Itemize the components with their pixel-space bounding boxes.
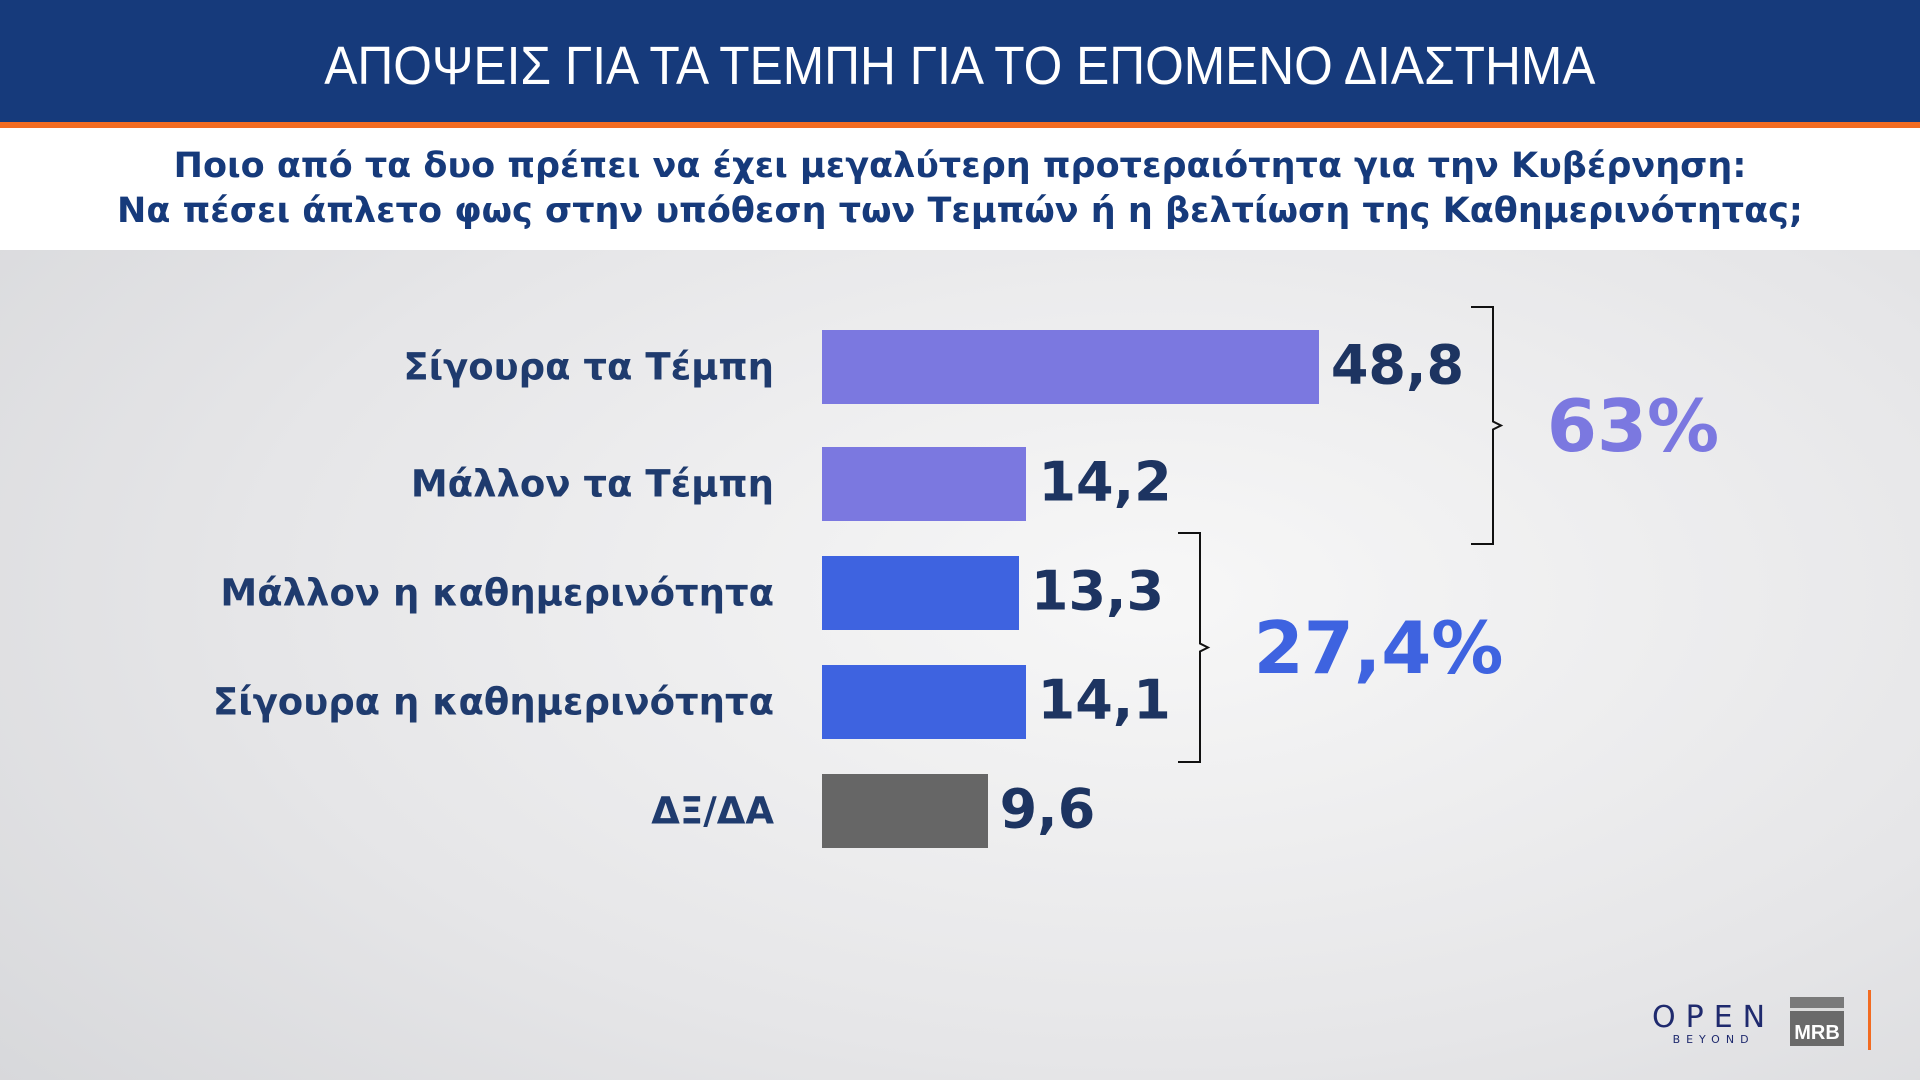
value-label: 14,1	[1037, 668, 1171, 732]
header-bar: ΑΠΟΨΕΙΣ ΓΙΑ ΤΑ ΤΕΜΠΗ ΓΙΑ ΤΟ ΕΠΟΜΕΝΟ ΔΙΑΣ…	[0, 0, 1920, 122]
category-label: ΔΞ/ΔΑ	[651, 789, 774, 833]
category-label: Σίγουρα η καθημερινότητα	[212, 680, 774, 724]
orange-divider	[0, 122, 1920, 128]
group-bracket	[1470, 306, 1504, 545]
bar	[822, 556, 1019, 630]
group-bracket	[1177, 532, 1210, 763]
group-total: 63%	[1546, 383, 1720, 468]
question-box: Ποιο από τα δυο πρέπει να έχει μεγαλύτερ…	[0, 128, 1920, 250]
value-label: 9,6	[999, 777, 1096, 841]
bar	[822, 447, 1027, 521]
group-total: 27,4%	[1253, 605, 1504, 690]
bar	[822, 774, 988, 848]
orange-accent-line	[1868, 990, 1871, 1050]
bar	[822, 665, 1026, 739]
question-line-1: Ποιο από τα δυο πρέπει να έχει μεγαλύτερ…	[173, 146, 1747, 186]
category-label: Μάλλον τα Τέμπη	[410, 462, 774, 506]
value-label: 48,8	[1330, 333, 1465, 397]
page-title: ΑΠΟΨΕΙΣ ΓΙΑ ΤΑ ΤΕΜΠΗ ΓΙΑ ΤΟ ΕΠΟΜΕΝΟ ΔΙΑΣ…	[324, 36, 1596, 96]
bar	[822, 330, 1319, 404]
value-label: 13,3	[1030, 559, 1165, 623]
question-line-2: Να πέσει άπλετο φως στην υπόθεση των Τεμ…	[117, 191, 1803, 231]
value-label: 14,2	[1038, 450, 1172, 514]
category-label: Σίγουρα τα Τέμπη	[403, 345, 774, 389]
category-label: Μάλλον η καθημερινότητα	[220, 571, 774, 615]
mrb-logo: MRB	[1790, 997, 1844, 1046]
open-logo: OPEN BEYOND	[1652, 1000, 1776, 1046]
